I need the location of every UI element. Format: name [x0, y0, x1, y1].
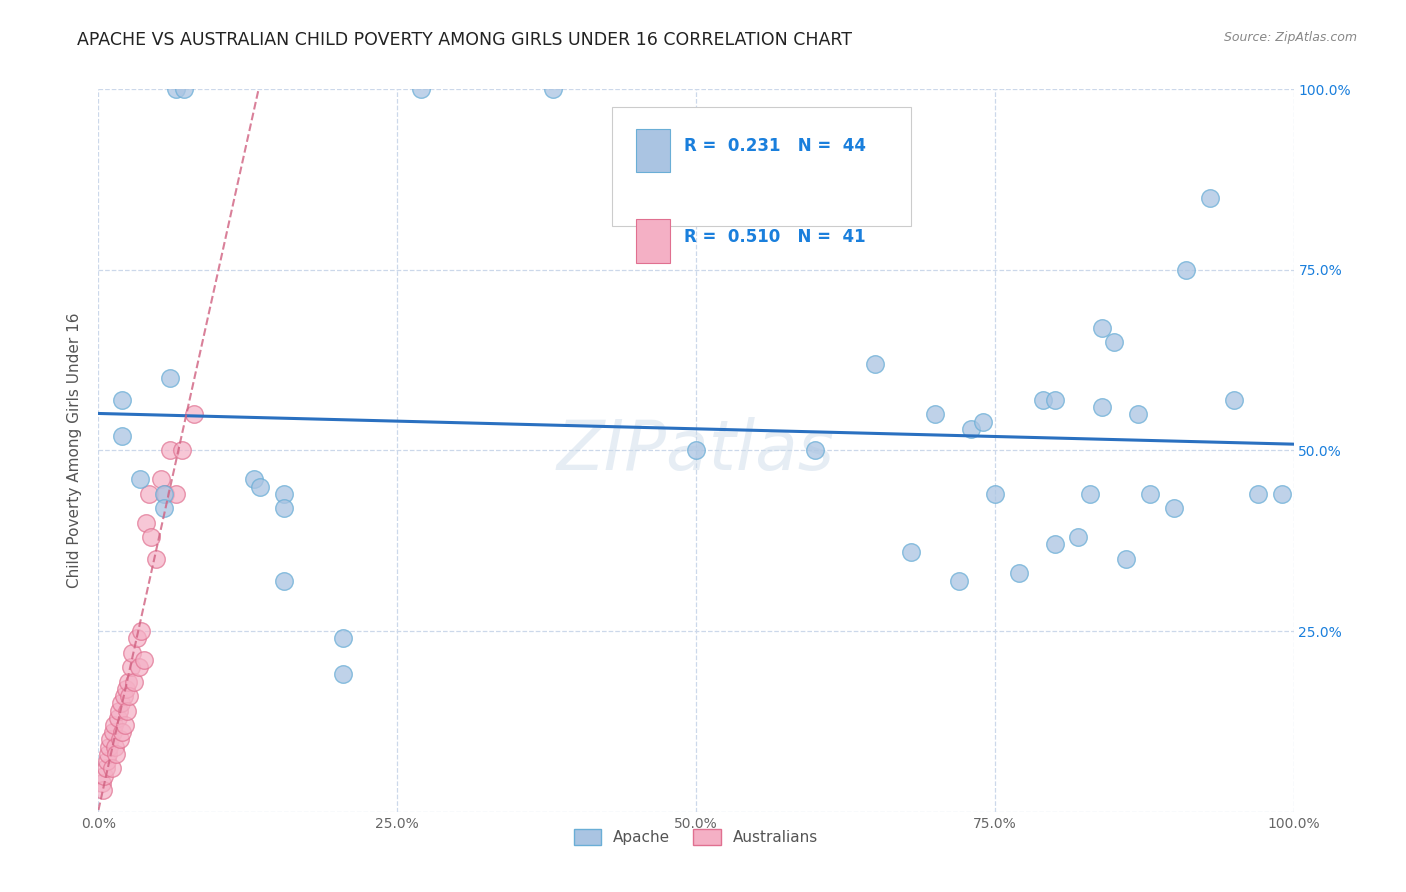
Point: [948, 574, 970, 588]
Point: [1043, 392, 1066, 407]
Point: [183, 407, 205, 421]
Point: [107, 704, 129, 718]
Point: [145, 551, 167, 566]
Point: [1008, 566, 1031, 581]
Point: [125, 632, 148, 646]
Point: [93, 769, 115, 783]
Y-axis label: Child Poverty Among Girls Under 16: Child Poverty Among Girls Under 16: [67, 313, 83, 588]
Point: [131, 624, 153, 639]
Point: [105, 747, 128, 761]
Point: [117, 674, 139, 689]
Point: [865, 357, 887, 371]
Point: [1223, 392, 1246, 407]
Point: [153, 487, 176, 501]
Point: [541, 82, 564, 96]
Point: [139, 530, 162, 544]
Point: [118, 689, 141, 703]
Point: [96, 754, 118, 768]
Point: [1043, 537, 1066, 551]
Point: [1080, 487, 1102, 501]
Point: [108, 732, 131, 747]
Point: [960, 422, 983, 436]
Point: [121, 646, 143, 660]
Point: [120, 660, 142, 674]
Point: [104, 739, 127, 754]
Legend: Apache, Australians: Apache, Australians: [568, 822, 824, 851]
Point: [332, 632, 354, 646]
Point: [101, 725, 124, 739]
Point: [94, 761, 117, 775]
Text: R =  0.510   N =  41: R = 0.510 N = 41: [685, 227, 866, 245]
Point: [984, 487, 1007, 501]
Point: [132, 653, 155, 667]
Point: [1139, 487, 1161, 501]
Point: [128, 660, 150, 674]
Text: APACHE VS AUSTRALIAN CHILD POVERTY AMONG GIRLS UNDER 16 CORRELATION CHART: APACHE VS AUSTRALIAN CHILD POVERTY AMONG…: [77, 31, 852, 49]
Point: [273, 574, 295, 588]
Text: R =  0.231   N =  44: R = 0.231 N = 44: [685, 137, 866, 155]
Point: [135, 516, 157, 530]
Point: [97, 747, 120, 761]
FancyBboxPatch shape: [613, 107, 911, 227]
Point: [153, 501, 176, 516]
Point: [100, 761, 122, 775]
Point: [1128, 407, 1150, 421]
Point: [243, 472, 266, 486]
Point: [98, 739, 121, 754]
Point: [110, 696, 132, 710]
Point: [111, 392, 134, 407]
Point: [111, 725, 134, 739]
Point: [159, 443, 181, 458]
Point: [129, 472, 152, 486]
Point: [1032, 392, 1054, 407]
Point: [115, 681, 138, 696]
Point: [1199, 191, 1222, 205]
Point: [1067, 530, 1090, 544]
Point: [107, 711, 129, 725]
Point: [91, 776, 114, 790]
Point: [149, 472, 172, 486]
Point: [111, 429, 134, 443]
Point: [173, 82, 195, 96]
Point: [332, 667, 354, 681]
Point: [91, 783, 114, 797]
Text: Source: ZipAtlas.com: Source: ZipAtlas.com: [1223, 31, 1357, 45]
Point: [273, 487, 295, 501]
Point: [1091, 400, 1114, 414]
Point: [1091, 320, 1114, 334]
Point: [249, 480, 271, 494]
Point: [159, 371, 181, 385]
Point: [165, 82, 187, 96]
Point: [138, 487, 160, 501]
Point: [1104, 334, 1126, 349]
Point: [411, 82, 433, 96]
Point: [98, 732, 122, 747]
Point: [1163, 501, 1185, 516]
Point: [114, 718, 136, 732]
Point: [103, 718, 125, 732]
Point: [172, 443, 194, 458]
Point: [115, 704, 138, 718]
Point: [685, 443, 707, 458]
Point: [1115, 551, 1137, 566]
Point: [804, 443, 827, 458]
FancyBboxPatch shape: [637, 129, 669, 172]
Point: [900, 544, 922, 558]
Point: [165, 487, 187, 501]
Point: [155, 487, 177, 501]
Point: [972, 415, 994, 429]
Point: [124, 674, 146, 689]
Point: [1175, 262, 1198, 277]
Point: [924, 407, 946, 421]
FancyBboxPatch shape: [637, 219, 669, 262]
Text: ZIPatlas: ZIPatlas: [557, 417, 835, 484]
Point: [273, 501, 295, 516]
Point: [1271, 487, 1294, 501]
Point: [112, 689, 135, 703]
Point: [1247, 487, 1270, 501]
